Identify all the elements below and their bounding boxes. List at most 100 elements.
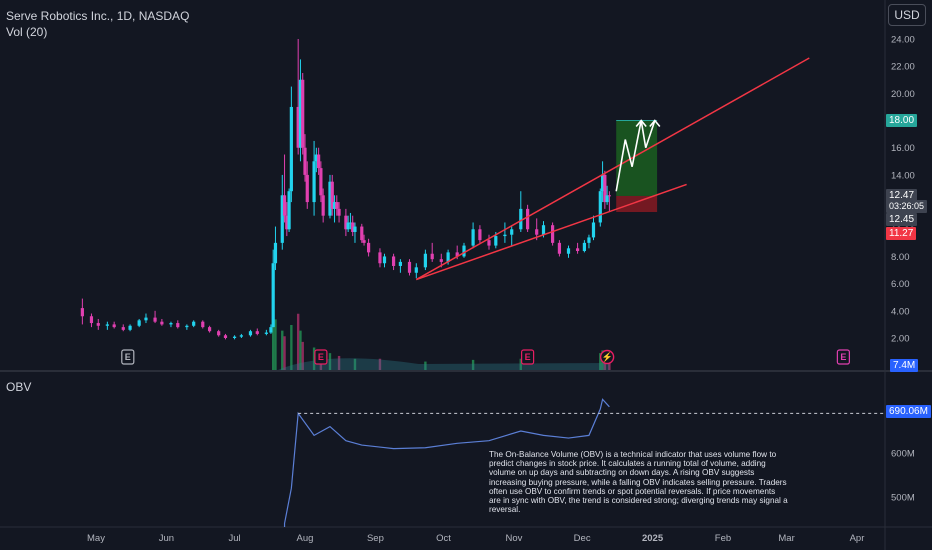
obv-tick: 600M	[891, 449, 915, 460]
candle-body	[430, 253, 434, 260]
candle-body	[587, 237, 591, 243]
time-tick: Dec	[574, 533, 591, 544]
volume-bar	[471, 359, 475, 370]
time-tick: Mar	[778, 533, 794, 544]
candle-body	[153, 317, 157, 322]
event-glyph: E	[318, 352, 324, 362]
candle-body	[280, 195, 284, 243]
volume-bar	[301, 341, 304, 370]
candle-body	[144, 317, 148, 321]
volume-bar	[299, 330, 302, 370]
volume-indicator-label[interactable]: Vol (20)	[6, 25, 48, 39]
obv-tick: 500M	[891, 493, 915, 504]
candle-body	[462, 245, 466, 257]
candle-body	[503, 234, 507, 237]
volume-bar	[290, 325, 293, 370]
candle-body	[362, 240, 366, 243]
candle-body	[582, 242, 587, 252]
volume-bar	[378, 358, 382, 370]
trendline-lower	[416, 183, 687, 281]
entry-price-tag: 12.45	[886, 213, 918, 226]
candle-body	[248, 331, 253, 336]
volume-bar	[283, 336, 286, 370]
candle-body	[330, 181, 334, 209]
earnings-event-icon	[121, 349, 135, 365]
candle-body	[607, 195, 611, 197]
candle-body	[337, 208, 341, 216]
volume-bar	[353, 358, 357, 370]
candle-body	[541, 225, 546, 235]
candle-body	[398, 261, 402, 266]
candle-body	[321, 195, 325, 216]
time-tick: Aug	[297, 533, 314, 544]
candle-body	[346, 222, 350, 230]
volume-bar	[424, 361, 427, 370]
candle-body	[353, 226, 357, 232]
event-glyph: E	[840, 352, 846, 362]
candle-body	[255, 331, 259, 334]
candle-body	[557, 242, 562, 254]
candle-body	[282, 195, 287, 216]
candle-body	[239, 335, 243, 337]
candle-body	[271, 263, 275, 328]
candle-body	[289, 106, 293, 192]
obv-value-tag: 690.06M	[886, 405, 931, 418]
candle-body	[89, 316, 94, 324]
price-tick: 24.00	[891, 35, 915, 46]
candle-body	[264, 332, 268, 334]
time-tick: Feb	[715, 533, 731, 544]
candle-body	[269, 327, 273, 333]
candle-body	[128, 325, 132, 330]
price-tick: 16.00	[891, 143, 915, 154]
projection-arrowhead	[635, 119, 647, 128]
volume-bar	[274, 319, 277, 370]
candle-body	[566, 248, 571, 254]
price-tick: 8.00	[891, 252, 910, 263]
candle-body	[575, 248, 580, 252]
candle-body	[351, 222, 355, 232]
candle-body	[217, 331, 221, 336]
candle-body	[176, 323, 180, 328]
candle-body	[160, 321, 164, 325]
candle-body	[223, 335, 228, 338]
projection-path	[615, 120, 656, 192]
obv-description: The On-Balance Volume (OBV) is a technic…	[489, 450, 788, 515]
time-tick: May	[87, 533, 105, 544]
candle-body	[382, 256, 387, 264]
obv-label[interactable]: OBV	[6, 380, 32, 394]
volume-bars	[271, 280, 611, 370]
candle-body	[207, 327, 212, 332]
projection-arrows	[615, 119, 661, 192]
volume-bar	[281, 330, 284, 370]
candle-body	[391, 256, 396, 266]
candle-body	[446, 252, 450, 262]
stop-zone	[616, 195, 658, 213]
candle-body	[301, 79, 305, 148]
volume-bar	[337, 355, 341, 370]
candle-body	[600, 174, 605, 192]
obv-line	[283, 398, 885, 527]
candle-body	[414, 267, 418, 273]
candle-body	[526, 208, 530, 230]
candle-body	[96, 323, 100, 326]
time-tick: Jul	[228, 533, 240, 544]
candle-body	[335, 202, 339, 209]
time-tick: Apr	[850, 533, 865, 544]
volume-bar	[312, 347, 316, 370]
candle-body	[273, 242, 278, 264]
candle-body	[201, 321, 205, 328]
candle-body	[305, 174, 309, 203]
candle-body	[551, 225, 555, 243]
candle-body	[519, 208, 523, 230]
countdown-tag: 03:26:05	[886, 200, 928, 213]
candle-body	[317, 154, 321, 169]
stop-price-tag: 11.27	[886, 227, 917, 240]
candle-body	[423, 253, 427, 268]
candle-body	[332, 202, 337, 209]
chart-title: Serve Robotics Inc., 1D, NASDAQ	[6, 9, 190, 23]
candle-body	[591, 222, 596, 238]
currency-button[interactable]: USD	[888, 4, 926, 26]
candle-body	[487, 240, 491, 246]
